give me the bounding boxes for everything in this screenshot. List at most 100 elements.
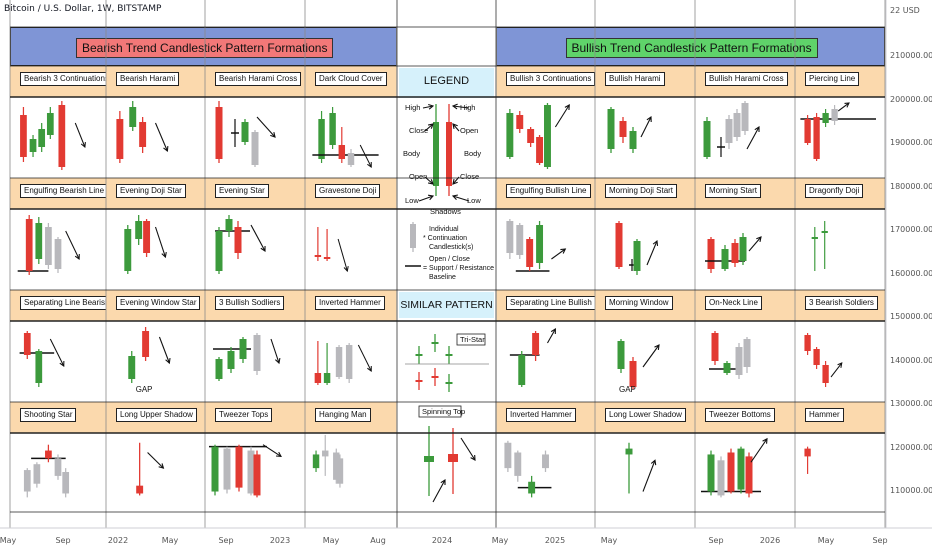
pattern-header-bullish-3-continuations: Bullish 3 Continuations xyxy=(496,66,596,97)
time-tick-label: May xyxy=(600,536,618,545)
annotation-text: Baseline xyxy=(429,274,456,281)
pattern-cell-hammer[interactable] xyxy=(795,433,885,512)
pattern-label-engulfing-bullish-line[interactable]: Engulfing Bullish Line xyxy=(506,184,591,198)
annotation-text: Open / Close xyxy=(429,256,470,263)
pattern-label-evening-doji-star[interactable]: Evening Doji Star xyxy=(116,184,186,198)
trend-arrow xyxy=(551,248,567,260)
pattern-cell-evening-window-star[interactable]: GAP xyxy=(106,321,205,402)
pattern-cell-evening-star[interactable] xyxy=(205,209,305,290)
pattern-cell-engulfing-bearish-line[interactable] xyxy=(10,209,106,290)
pattern-cell-3-bearish-soldiers[interactable] xyxy=(795,321,885,402)
pattern-label-evening-star[interactable]: Evening Star xyxy=(215,184,269,198)
pattern-cell-shooting-star[interactable] xyxy=(10,433,106,512)
pattern-label-tweezer-tops[interactable]: Tweezer Tops xyxy=(215,408,273,422)
pattern-cell-evening-doji-star[interactable] xyxy=(106,209,205,290)
bear-candle xyxy=(731,239,739,267)
pattern-label-on-neck-line[interactable]: On-Neck Line xyxy=(705,296,762,310)
pattern-cell-bullish-harami[interactable] xyxy=(595,97,695,178)
pattern-label-inverted-hammer[interactable]: Inverted Hammer xyxy=(506,408,576,422)
pattern-cell-long-lower-shadow[interactable] xyxy=(595,433,695,512)
pattern-label-3-bearish-soldiers[interactable]: 3 Bearish Soldiers xyxy=(805,296,878,310)
price-tick-label: 190000.00 xyxy=(890,138,932,147)
pattern-label-dragonfly-doji[interactable]: Dragonfly Doji xyxy=(805,184,864,198)
pattern-cell-gravestone-doji[interactable] xyxy=(305,209,397,290)
bullish-title: Bullish Trend Candlestick Pattern Format… xyxy=(565,37,818,58)
bull-candle xyxy=(625,442,633,494)
annotation-text: * Continuation xyxy=(423,235,467,242)
pattern-label-bullish-harami[interactable]: Bullish Harami xyxy=(605,72,665,86)
pattern-label-bearish-harami-cross[interactable]: Bearish Harami Cross xyxy=(215,72,302,86)
pattern-cell-3-bullish-sodliers[interactable] xyxy=(205,321,305,402)
pattern-label-separating-line-bullish[interactable]: Separating Line Bullish xyxy=(506,296,596,310)
bull-candle xyxy=(723,361,731,375)
pattern-drawing xyxy=(23,444,70,498)
trend-arrow xyxy=(147,452,165,469)
pattern-cell-on-neck-line[interactable] xyxy=(695,321,795,402)
pattern-label-morning-start[interactable]: Morning Start xyxy=(705,184,762,198)
price-tick-label: 120000.00 xyxy=(890,442,932,452)
continuation-candle xyxy=(345,343,353,383)
pattern-cell-tweezer-bottoms[interactable] xyxy=(695,433,795,512)
pattern-label-morning-doji-start[interactable]: Morning Doji Start xyxy=(605,184,678,198)
pattern-label-long-lower-shadow[interactable]: Long Lower Shadow xyxy=(605,408,686,422)
pattern-label-bearish-3-continuations[interactable]: Bearish 3 Continuations xyxy=(20,72,113,86)
time-tick-label: Sep xyxy=(218,536,234,545)
pattern-label-dark-cloud-cover[interactable]: Dark Cloud Cover xyxy=(315,72,387,86)
pattern-cell-piercing-line[interactable] xyxy=(795,97,885,178)
pattern-label-bearish-harami[interactable]: Bearish Harami xyxy=(116,72,180,86)
pattern-cell-morning-start[interactable] xyxy=(695,209,795,290)
pattern-cell-inverted-hammer[interactable] xyxy=(496,433,595,512)
pattern-cell-separating-line-bearish[interactable] xyxy=(10,321,106,402)
pattern-cell-bearish-harami-cross[interactable] xyxy=(205,97,305,178)
pattern-label-hammer[interactable]: Hammer xyxy=(805,408,844,422)
continuation-candle xyxy=(725,115,733,149)
bull-candle xyxy=(703,117,711,159)
pattern-header-3-bearish-soldiers: 3 Bearish Soldiers xyxy=(795,290,885,321)
pattern-label-inverted-hammer[interactable]: Inverted Hammer xyxy=(315,296,385,310)
pattern-cell-inverted-hammer[interactable] xyxy=(305,321,397,402)
pattern-cell-separating-line-bullish[interactable] xyxy=(496,321,595,402)
pattern-header-tweezer-tops: Tweezer Tops xyxy=(205,402,305,433)
continuation-candle xyxy=(247,446,255,496)
pattern-header-hanging-man: Hanging Man xyxy=(305,402,397,433)
pattern-cell-dark-cloud-cover[interactable] xyxy=(305,97,397,178)
pattern-label-bullish-harami-cross[interactable]: Bullish Harami Cross xyxy=(705,72,788,86)
pattern-cell-tweezer-tops[interactable] xyxy=(205,433,305,512)
pattern-label-piercing-line[interactable]: Piercing Line xyxy=(805,72,860,86)
pattern-cell-long-upper-shadow[interactable] xyxy=(106,433,205,512)
pattern-drawing xyxy=(17,215,80,275)
pattern-label-separating-line-bearish[interactable]: Separating Line Bearish xyxy=(20,296,114,310)
pattern-cell-bearish-harami[interactable] xyxy=(106,97,205,178)
pattern-label-hanging-man[interactable]: Hanging Man xyxy=(315,408,371,422)
pattern-cell-bullish-3-continuations[interactable] xyxy=(496,97,595,178)
pattern-cell-morning-doji-start[interactable] xyxy=(595,209,695,290)
pattern-cell-hanging-man[interactable] xyxy=(305,433,397,512)
price-tick-label: 210000.00 xyxy=(890,51,932,60)
pattern-drawing xyxy=(136,442,165,496)
pattern-label-morning-window[interactable]: Morning Window xyxy=(605,296,673,310)
continuation-candle xyxy=(62,468,70,498)
pattern-cell-dragonfly-doji[interactable] xyxy=(795,209,885,290)
similar-title-bar xyxy=(399,292,494,318)
bull-candle xyxy=(329,107,336,149)
trend-arrow xyxy=(646,239,659,266)
pattern-label-bullish-3-continuations[interactable]: Bullish 3 Continuations xyxy=(506,72,596,86)
pattern-label-long-upper-shadow[interactable]: Long Upper Shadow xyxy=(116,408,197,422)
trend-arrow xyxy=(642,344,660,368)
pattern-label-shooting-star[interactable]: Shooting Star xyxy=(20,408,77,422)
pattern-cell-engulfing-bullish-line[interactable] xyxy=(496,209,595,290)
pattern-cell-bullish-harami-cross[interactable] xyxy=(695,97,795,178)
pattern-label-gravestone-doji[interactable]: Gravestone Doji xyxy=(315,184,381,198)
time-tick-label: Sep xyxy=(708,536,724,545)
pattern-cell-bearish-3-continuations[interactable] xyxy=(10,97,106,178)
pattern-label-3-bullish-sodliers[interactable]: 3 Bullish Sodliers xyxy=(215,296,285,310)
pattern-label-tweezer-bottoms[interactable]: Tweezer Bottoms xyxy=(705,408,775,422)
pattern-cell-morning-window[interactable]: GAP xyxy=(595,321,695,402)
continuation-candle xyxy=(831,105,838,125)
pattern-label-evening-window-star[interactable]: Evening Window Star xyxy=(116,296,201,310)
pattern-header-inverted-hammer: Inverted Hammer xyxy=(496,402,595,433)
annotation-text: GAP xyxy=(136,385,153,394)
bull-candle xyxy=(38,123,46,152)
